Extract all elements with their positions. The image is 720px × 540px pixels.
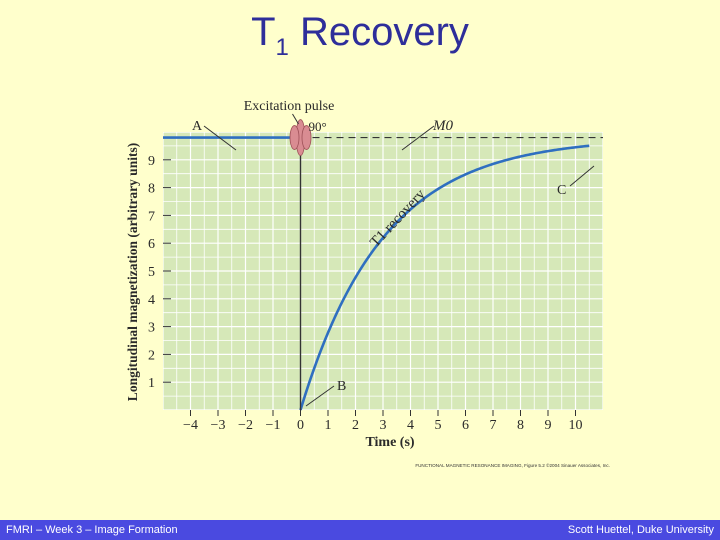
plot-grid	[163, 132, 603, 410]
y-tick-label: 9	[148, 154, 155, 169]
x-tick-label: −4	[183, 418, 198, 433]
x-tick-label: 10	[569, 418, 583, 433]
y-tick-label: 1	[148, 376, 155, 391]
pulse-shape-right	[301, 125, 312, 150]
y-axis-label: Longitudinal magnetization (arbitrary un…	[125, 143, 140, 401]
tick-group: −4 −3 −2 −1 0 1 2 3 4 5 6 7 8 9 10 1 2 3 4 5 6 7 8 9	[148, 154, 583, 433]
y-tick-label: 8	[148, 182, 155, 197]
recovery-curve	[299, 144, 590, 411]
pulse-title-leader	[292, 113, 299, 125]
curve-group	[163, 136, 590, 411]
annotation-c: C	[557, 183, 566, 198]
slide-title-rest: Recovery	[288, 10, 469, 54]
y-tick-label: 3	[148, 321, 155, 336]
y-tick-label: 7	[148, 209, 155, 224]
annotation-m0: M0	[432, 118, 453, 134]
annotation-a-leader	[203, 125, 237, 151]
annotation-b-leader	[305, 385, 335, 407]
y-tick-label: 2	[148, 348, 155, 363]
x-tick-label: −1	[266, 418, 281, 433]
y-tick-label: 4	[148, 293, 155, 308]
footer-bar: FMRI – Week 3 – Image Formation Scott Hu…	[0, 520, 720, 540]
x-tick-label: 2	[352, 418, 359, 433]
annotation-a: A	[192, 119, 203, 134]
x-axis-label: Time (s)	[365, 435, 414, 450]
chart-title: Excitation pulse	[244, 99, 335, 114]
annotation-c-leader	[569, 165, 595, 187]
footer-left: FMRI – Week 3 – Image Formation	[6, 524, 178, 536]
x-tick-label: 8	[517, 418, 524, 433]
x-tick-label: −2	[238, 418, 253, 433]
footer-right: Scott Huettel, Duke University	[567, 524, 714, 536]
y-tick-label: 5	[148, 265, 155, 280]
x-tick-label: −3	[211, 418, 226, 433]
figure-credit: FUNCTIONAL MAGNETIC RESONANCE IMAGING, F…	[415, 462, 610, 468]
x-tick-label: 1	[325, 418, 332, 433]
x-tick-label: 3	[380, 418, 387, 433]
x-tick-label: 9	[545, 418, 552, 433]
slide-title-main: T	[251, 10, 276, 54]
pulse-group: 90°	[289, 113, 327, 410]
slide-title: T1 Recovery	[0, 10, 720, 62]
slide-title-subscript: 1	[275, 34, 289, 61]
x-tick-label: 5	[435, 418, 442, 433]
x-tick-label: 7	[490, 418, 497, 433]
annotation-b: B	[337, 379, 346, 394]
y-tick-label: 6	[148, 237, 155, 252]
pulse-angle-label: 90°	[309, 119, 327, 134]
pulse-shape-left	[289, 125, 300, 150]
x-tick-label: 4	[407, 418, 414, 433]
x-tick-label: 6	[462, 418, 469, 433]
annotation-m0-leader	[401, 125, 435, 151]
x-tick-label: 0	[297, 418, 304, 433]
